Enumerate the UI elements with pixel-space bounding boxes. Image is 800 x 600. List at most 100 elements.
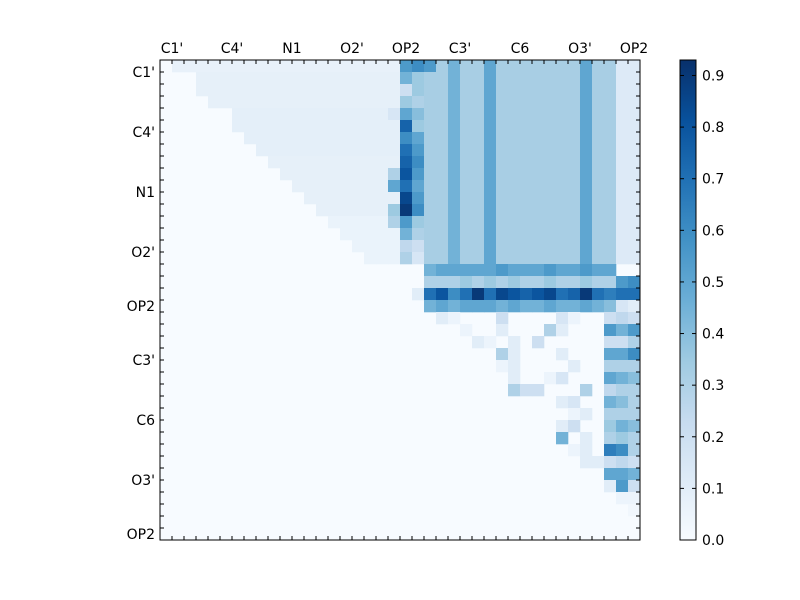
heatmap-cell [628,180,641,193]
heatmap-cell [508,156,521,169]
heatmap-cell [328,96,341,109]
heatmap-cell [460,300,473,313]
heatmap-cell [484,108,497,121]
heatmap-cell [496,228,509,241]
heatmap-cell [484,132,497,145]
heatmap-cell [400,228,413,241]
heatmap-cell [412,60,425,73]
heatmap-cell [340,60,353,73]
heatmap-cell [364,156,377,169]
heatmap-cell [304,192,317,205]
heatmap-cell [508,144,521,157]
y-tick-label: C4' [132,125,155,141]
heatmap-cell [544,252,557,265]
heatmap-cell [520,132,533,145]
heatmap-cell [328,168,341,181]
heatmap-cell [496,276,509,289]
heatmap-cell [604,276,617,289]
heatmap-cell [448,312,461,325]
heatmap-cell [472,216,485,229]
heatmap-cell [292,120,305,133]
heatmap-cell [592,168,605,181]
heatmap-cell [580,204,593,217]
heatmap-cell [388,132,401,145]
heatmap-cell [496,192,509,205]
heatmap-cell [340,96,353,109]
heatmap-cell [628,324,641,337]
heatmap-cell [292,144,305,157]
x-tick-label: N1 [282,41,301,57]
heatmap-cell [472,120,485,133]
heatmap-cell [556,132,569,145]
heatmap-cell [532,240,545,253]
heatmap-cell [340,228,353,241]
heatmap-cell [544,288,557,301]
heatmap-cell [592,156,605,169]
heatmap-cell [364,132,377,145]
heatmap-cell [520,168,533,181]
heatmap-cell [604,120,617,133]
heatmap-cell [472,72,485,85]
heatmap-cell [364,120,377,133]
heatmap-cell [412,120,425,133]
axis-ticks [159,59,641,541]
heatmap-cell [604,144,617,157]
heatmap-cell [328,60,341,73]
heatmap-cell [628,192,641,205]
heatmap-cell [496,108,509,121]
heatmap-cell [472,60,485,73]
heatmap-cell [304,96,317,109]
heatmap-cell [592,60,605,73]
heatmap-cell [556,120,569,133]
heatmap-cell [460,108,473,121]
heatmap-cell [604,264,617,277]
heatmap-cell [628,240,641,253]
heatmap-cell [580,288,593,301]
heatmap-cell [376,96,389,109]
heatmap-cell [232,84,245,97]
heatmap-cell [400,180,413,193]
heatmap-cell [592,456,605,469]
heatmap-cell [340,108,353,121]
heatmap-cell [304,108,317,121]
heatmap-cell [592,252,605,265]
heatmap-cell [280,84,293,97]
heatmap-cell [556,192,569,205]
heatmap-cell [316,108,329,121]
heatmap-cell [376,84,389,97]
heatmap-cell [472,252,485,265]
heatmap-cell [328,108,341,121]
heatmap-cell [484,192,497,205]
heatmap-cell [448,240,461,253]
heatmap-cell [628,480,641,493]
heatmap-cell [604,384,617,397]
heatmap-cell [616,180,629,193]
heatmap-cell [424,192,437,205]
heatmap-cell [352,96,365,109]
heatmap-cell [592,108,605,121]
heatmap-cell [268,72,281,85]
heatmap-cell [508,360,521,373]
heatmap-cell [376,252,389,265]
heatmap-cell [436,252,449,265]
heatmap-cell [268,96,281,109]
heatmap-cell [376,108,389,121]
heatmap-cell [352,156,365,169]
heatmap-cell [604,300,617,313]
heatmap-cell [256,60,269,73]
heatmap-cell [328,72,341,85]
heatmap-cell [484,216,497,229]
heatmap-cell [544,108,557,121]
heatmap-cell [436,240,449,253]
heatmap-cell [448,264,461,277]
heatmap-cell [592,240,605,253]
heatmap-cell [232,108,245,121]
heatmap-cell [508,240,521,253]
heatmap-cell [352,132,365,145]
heatmap-cell [628,156,641,169]
heatmap-cell [556,144,569,157]
heatmap-cell [580,60,593,73]
heatmap-cell [628,276,641,289]
heatmap-cell [496,324,509,337]
heatmap-cell [628,360,641,373]
